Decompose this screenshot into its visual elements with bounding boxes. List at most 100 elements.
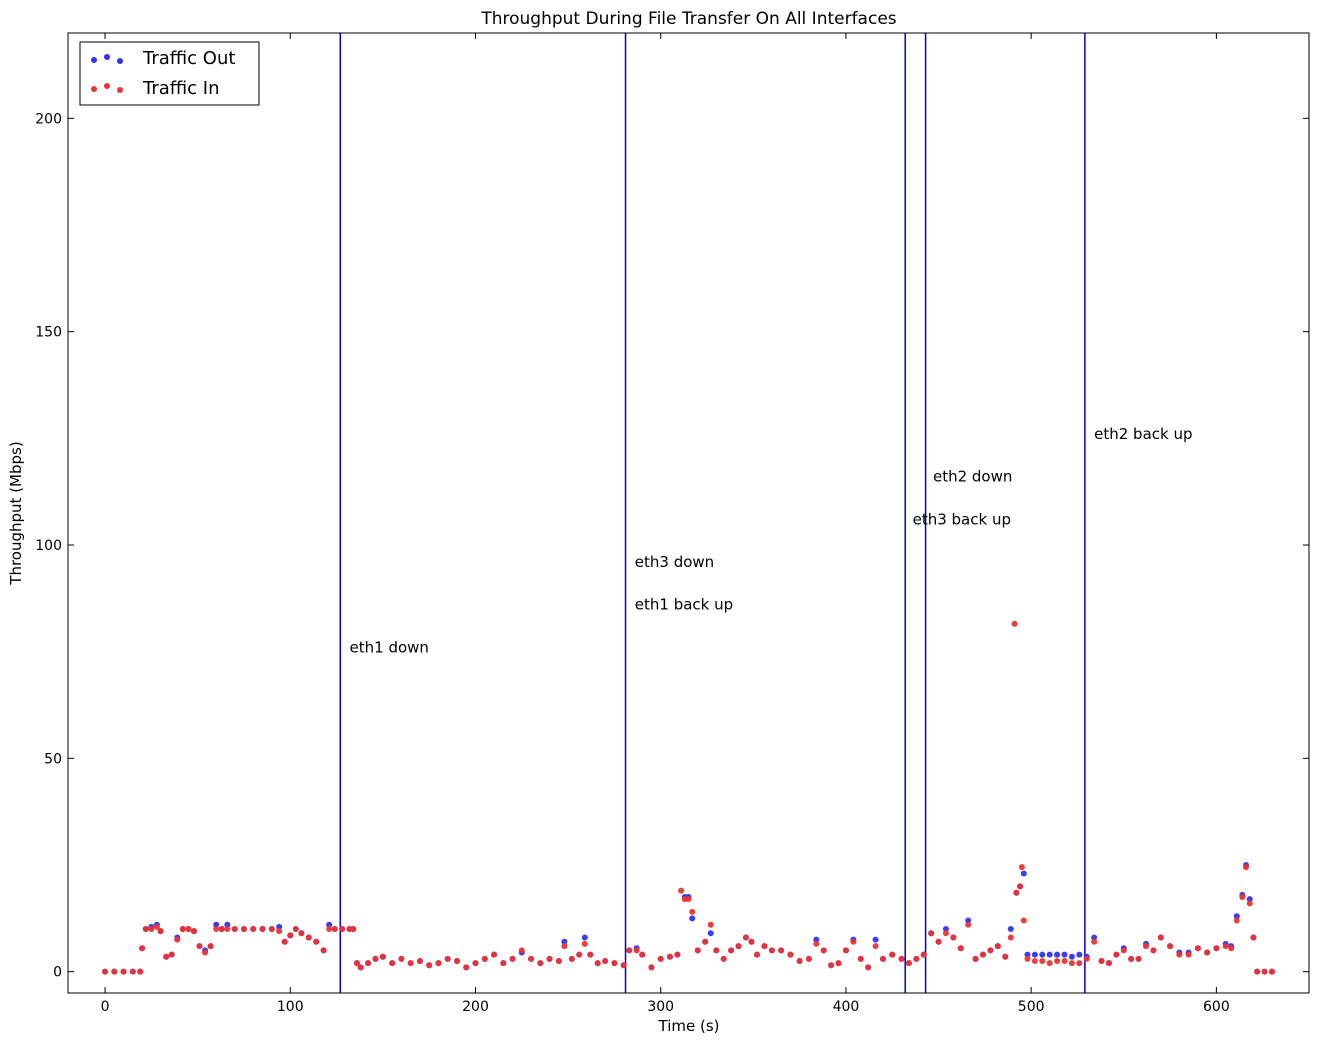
traffic-in-point-87 bbox=[713, 947, 720, 954]
annotation-4: eth2 down bbox=[933, 468, 1012, 486]
traffic-in-point-164 bbox=[1254, 968, 1261, 975]
legend-in-dot-2 bbox=[117, 87, 123, 93]
traffic-in-point-97 bbox=[787, 951, 794, 958]
traffic-in-point-20 bbox=[218, 926, 225, 932]
traffic-in-point-59 bbox=[518, 947, 525, 954]
traffic-in-point-149 bbox=[1150, 947, 1157, 954]
traffic-in-point-80 bbox=[678, 887, 685, 894]
traffic-out-point-138 bbox=[1091, 934, 1098, 941]
traffic-out-point-132 bbox=[1046, 951, 1053, 958]
traffic-in-point-36 bbox=[331, 926, 338, 932]
traffic-in-point-123 bbox=[987, 947, 994, 954]
traffic-in-point-106 bbox=[857, 955, 864, 962]
traffic-in-point-56 bbox=[491, 951, 498, 958]
traffic-in-point-146 bbox=[1128, 955, 1135, 962]
traffic-in-point-128 bbox=[1013, 889, 1020, 896]
traffic-in-point-76 bbox=[648, 964, 655, 971]
traffic-in-point-115 bbox=[928, 930, 935, 937]
traffic-in-point-84 bbox=[694, 947, 701, 954]
traffic-in-point-112 bbox=[905, 960, 912, 967]
traffic-in-point-70 bbox=[602, 958, 609, 964]
traffic-in-point-127 bbox=[1011, 620, 1018, 627]
traffic-in-point-62 bbox=[546, 955, 553, 962]
traffic-in-point-108 bbox=[872, 943, 879, 950]
traffic-in-point-60 bbox=[528, 955, 535, 962]
traffic-in-point-104 bbox=[842, 947, 849, 954]
y-tick-label-0: 0 bbox=[53, 965, 62, 981]
traffic-in-point-119 bbox=[957, 945, 964, 952]
traffic-out-point-129 bbox=[1024, 951, 1031, 958]
traffic-in-point-111 bbox=[898, 955, 905, 962]
traffic-in-point-9 bbox=[157, 928, 164, 935]
traffic-in-point-89 bbox=[728, 947, 735, 954]
traffic-in-point-124 bbox=[994, 943, 1001, 950]
traffic-in-point-14 bbox=[185, 926, 192, 932]
traffic-in-point-144 bbox=[1113, 951, 1120, 958]
traffic-in-point-161 bbox=[1243, 864, 1250, 871]
traffic-out-point-130 bbox=[1031, 951, 1038, 958]
traffic-out-point-19 bbox=[213, 921, 220, 928]
series-traffic-out bbox=[102, 862, 1275, 975]
traffic-out-point-131 bbox=[1039, 951, 1046, 958]
traffic-in-point-157 bbox=[1222, 943, 1229, 950]
traffic-in-point-10 bbox=[163, 953, 170, 960]
traffic-in-point-82 bbox=[685, 896, 692, 903]
plot-area: eth1 down eth3 down eth1 back up eth3 back … bbox=[67, 32, 1310, 994]
traffic-in-point-79 bbox=[674, 951, 681, 958]
traffic-in-point-29 bbox=[287, 932, 294, 939]
traffic-in-point-77 bbox=[657, 955, 664, 962]
traffic-in-point-162 bbox=[1246, 900, 1253, 907]
traffic-in-point-47 bbox=[407, 960, 414, 967]
traffic-in-point-22 bbox=[231, 926, 238, 932]
x-tick-label-600: 600 bbox=[1203, 999, 1230, 1015]
traffic-in-point-40 bbox=[353, 960, 360, 967]
traffic-in-point-83 bbox=[689, 908, 696, 915]
traffic-in-point-52 bbox=[453, 958, 460, 964]
traffic-in-point-107 bbox=[865, 964, 872, 971]
traffic-in-point-11 bbox=[168, 951, 175, 958]
traffic-in-point-53 bbox=[463, 964, 470, 971]
traffic-in-point-137 bbox=[1061, 958, 1068, 964]
x-axis-ticks: 0 100 200 300 400 500 600 bbox=[101, 33, 1230, 1015]
x-tick-label-0: 0 bbox=[101, 999, 110, 1015]
traffic-in-point-90 bbox=[735, 943, 742, 950]
x-tick-label-200: 200 bbox=[462, 999, 489, 1015]
traffic-in-point-138 bbox=[1068, 960, 1075, 967]
traffic-in-point-158 bbox=[1228, 945, 1235, 952]
traffic-in-point-91 bbox=[742, 934, 749, 941]
traffic-in-point-101 bbox=[820, 947, 827, 954]
traffic-in-point-103 bbox=[835, 960, 842, 967]
traffic-out-point-64 bbox=[561, 938, 568, 945]
traffic-in-point-153 bbox=[1185, 951, 1192, 958]
traffic-in-point-125 bbox=[1002, 953, 1009, 960]
traffic-in-point-71 bbox=[611, 960, 618, 967]
traffic-in-point-133 bbox=[1031, 958, 1038, 964]
x-axis-label: Time (s) bbox=[658, 1017, 720, 1035]
traffic-out-point-21 bbox=[224, 921, 231, 928]
event-lines bbox=[339, 33, 1086, 993]
traffic-in-point-126 bbox=[1007, 934, 1014, 941]
x-tick-label-300: 300 bbox=[647, 999, 674, 1015]
traffic-in-point-114 bbox=[920, 951, 927, 958]
traffic-in-point-78 bbox=[666, 953, 673, 960]
traffic-in-point-3 bbox=[129, 968, 136, 975]
traffic-in-point-95 bbox=[768, 947, 775, 954]
traffic-out-point-128 bbox=[1020, 870, 1027, 877]
traffic-in-point-63 bbox=[555, 958, 562, 964]
legend-out-dot-0 bbox=[91, 57, 97, 63]
traffic-in-point-96 bbox=[778, 947, 785, 954]
traffic-in-point-17 bbox=[202, 949, 209, 956]
plot-frame bbox=[67, 32, 1310, 994]
traffic-in-point-19 bbox=[213, 926, 220, 932]
traffic-in-point-21 bbox=[224, 926, 231, 932]
y-axis-ticks: 0 50 100 150 200 bbox=[35, 111, 1309, 981]
traffic-in-point-134 bbox=[1039, 958, 1046, 964]
traffic-in-point-102 bbox=[828, 962, 835, 969]
traffic-in-point-66 bbox=[576, 951, 583, 958]
traffic-in-point-49 bbox=[426, 962, 433, 969]
traffic-in-point-46 bbox=[398, 955, 405, 962]
traffic-in-point-27 bbox=[276, 928, 283, 935]
annotation-2: eth1 back up bbox=[635, 596, 733, 614]
traffic-in-point-18 bbox=[207, 943, 214, 950]
traffic-in-point-6 bbox=[142, 926, 149, 932]
